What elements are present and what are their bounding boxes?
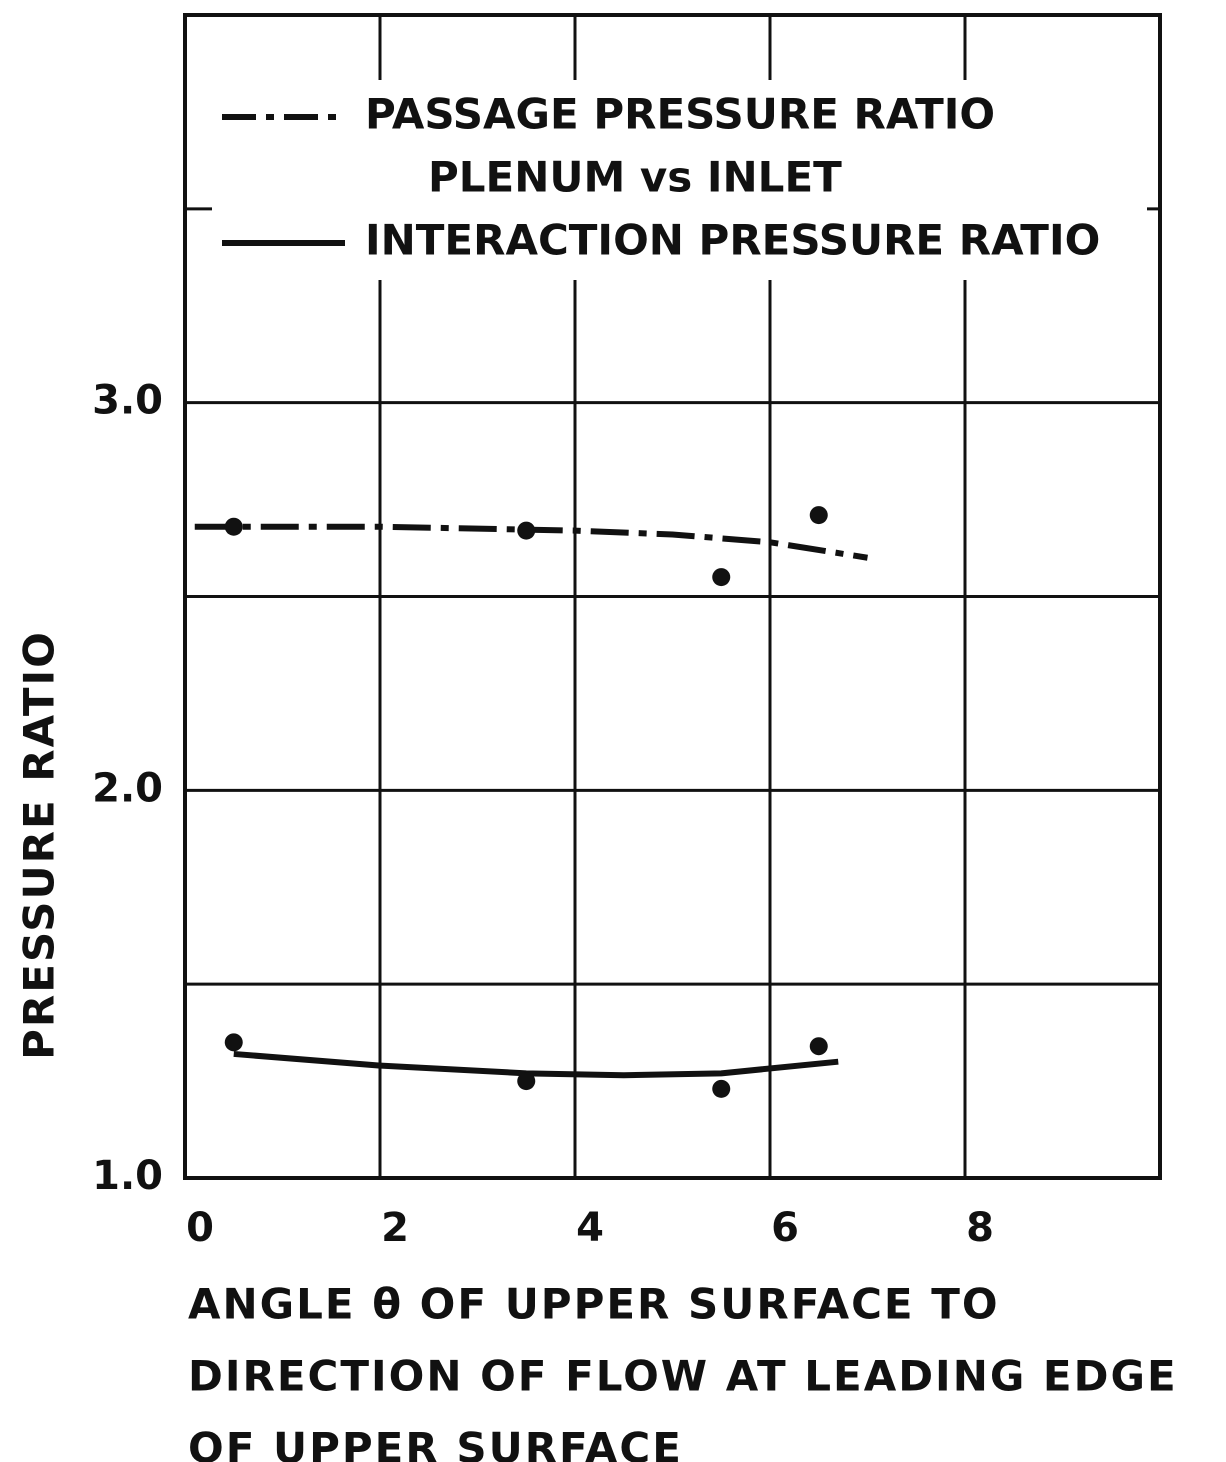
x-tick-label: 4 [576, 1205, 604, 1251]
legend-box [212, 80, 1147, 280]
y-tick-label: 1.0 [92, 1153, 163, 1199]
data-point [809, 1037, 828, 1056]
data-point [712, 1079, 731, 1098]
plot-frame [183, 13, 1162, 1180]
y-tick-label: 2.0 [92, 765, 163, 811]
data-point [517, 1072, 536, 1091]
legend-label: PLENUM vs INLET [428, 153, 842, 202]
data-point [809, 506, 828, 525]
x-tick-label: 2 [381, 1205, 409, 1251]
fit-curve [233, 1050, 839, 1079]
legend-label: INTERACTION PRESSURE RATIO [365, 216, 1100, 265]
data-point [517, 521, 536, 540]
legend-label: PASSAGE PRESSURE RATIO [365, 90, 995, 139]
x-axis-label: DIRECTION OF FLOW AT LEADING EDGE [188, 1352, 1178, 1401]
y-tick-label: 3.0 [92, 378, 163, 424]
data-point [224, 517, 243, 536]
x-axis-label: ANGLE θ OF UPPER SURFACE TO [188, 1280, 1000, 1329]
data-point [224, 1033, 243, 1052]
data-point [712, 568, 731, 587]
x-tick-label: 6 [771, 1205, 799, 1251]
x-axis-label: OF UPPER SURFACE [188, 1424, 683, 1462]
x-tick-label: 0 [186, 1205, 214, 1251]
fit-curve [194, 523, 868, 561]
x-tick-label: 8 [966, 1205, 994, 1251]
y-axis-label: PRESSURE RATIO [15, 630, 64, 1060]
